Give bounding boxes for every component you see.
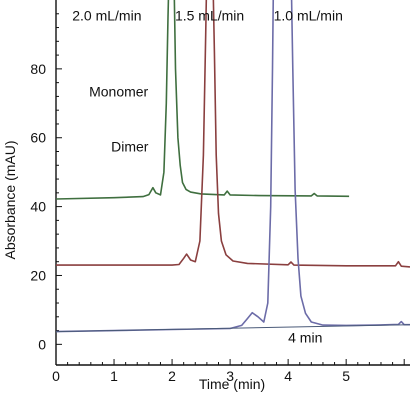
axes: [55, 0, 410, 366]
y-tick-label: 20: [30, 267, 46, 283]
series-line-2-0-ml-min: [56, 0, 350, 200]
tick-label-layer: 0 20 40 60 80 0 1 2 3 4 5: [30, 61, 350, 384]
x-axis-label: Time (min): [199, 376, 265, 392]
annotation-layer: 2.0 mL/min 1.5 mL/min 1.0 mL/min Monomer Dim…: [72, 8, 343, 346]
annotation-4-min: 4 min: [288, 330, 322, 346]
y-tick-label: 0: [38, 336, 46, 352]
x-tick-label: 2: [168, 368, 176, 384]
series-line-1-0-ml-min: [56, 0, 410, 333]
x-tick-label: 3: [226, 368, 234, 384]
annotation-monomer: Monomer: [89, 83, 148, 99]
series-line-1-5-ml-min: [56, 0, 410, 268]
y-tick-label: 40: [30, 199, 46, 215]
x-tick-label: 5: [342, 368, 350, 384]
x-tick-label: 0: [52, 368, 60, 384]
series-layer: [56, 0, 410, 333]
y-axis-label: Absorbance (mAU): [2, 140, 18, 259]
y-tick-label: 80: [30, 61, 46, 77]
annotation-dimer: Dimer: [111, 139, 149, 155]
annotation-2-0-ml-min: 2.0 mL/min: [72, 8, 141, 24]
series-line-baseline: [56, 324, 410, 333]
x-tick-label: 4: [284, 368, 292, 384]
y-tick-label: 60: [30, 130, 46, 146]
annotation-1-0-ml-min: 1.0 mL/min: [274, 8, 343, 24]
annotation-1-5-ml-min: 1.5 mL/min: [175, 8, 244, 24]
x-tick-label: 1: [110, 368, 118, 384]
